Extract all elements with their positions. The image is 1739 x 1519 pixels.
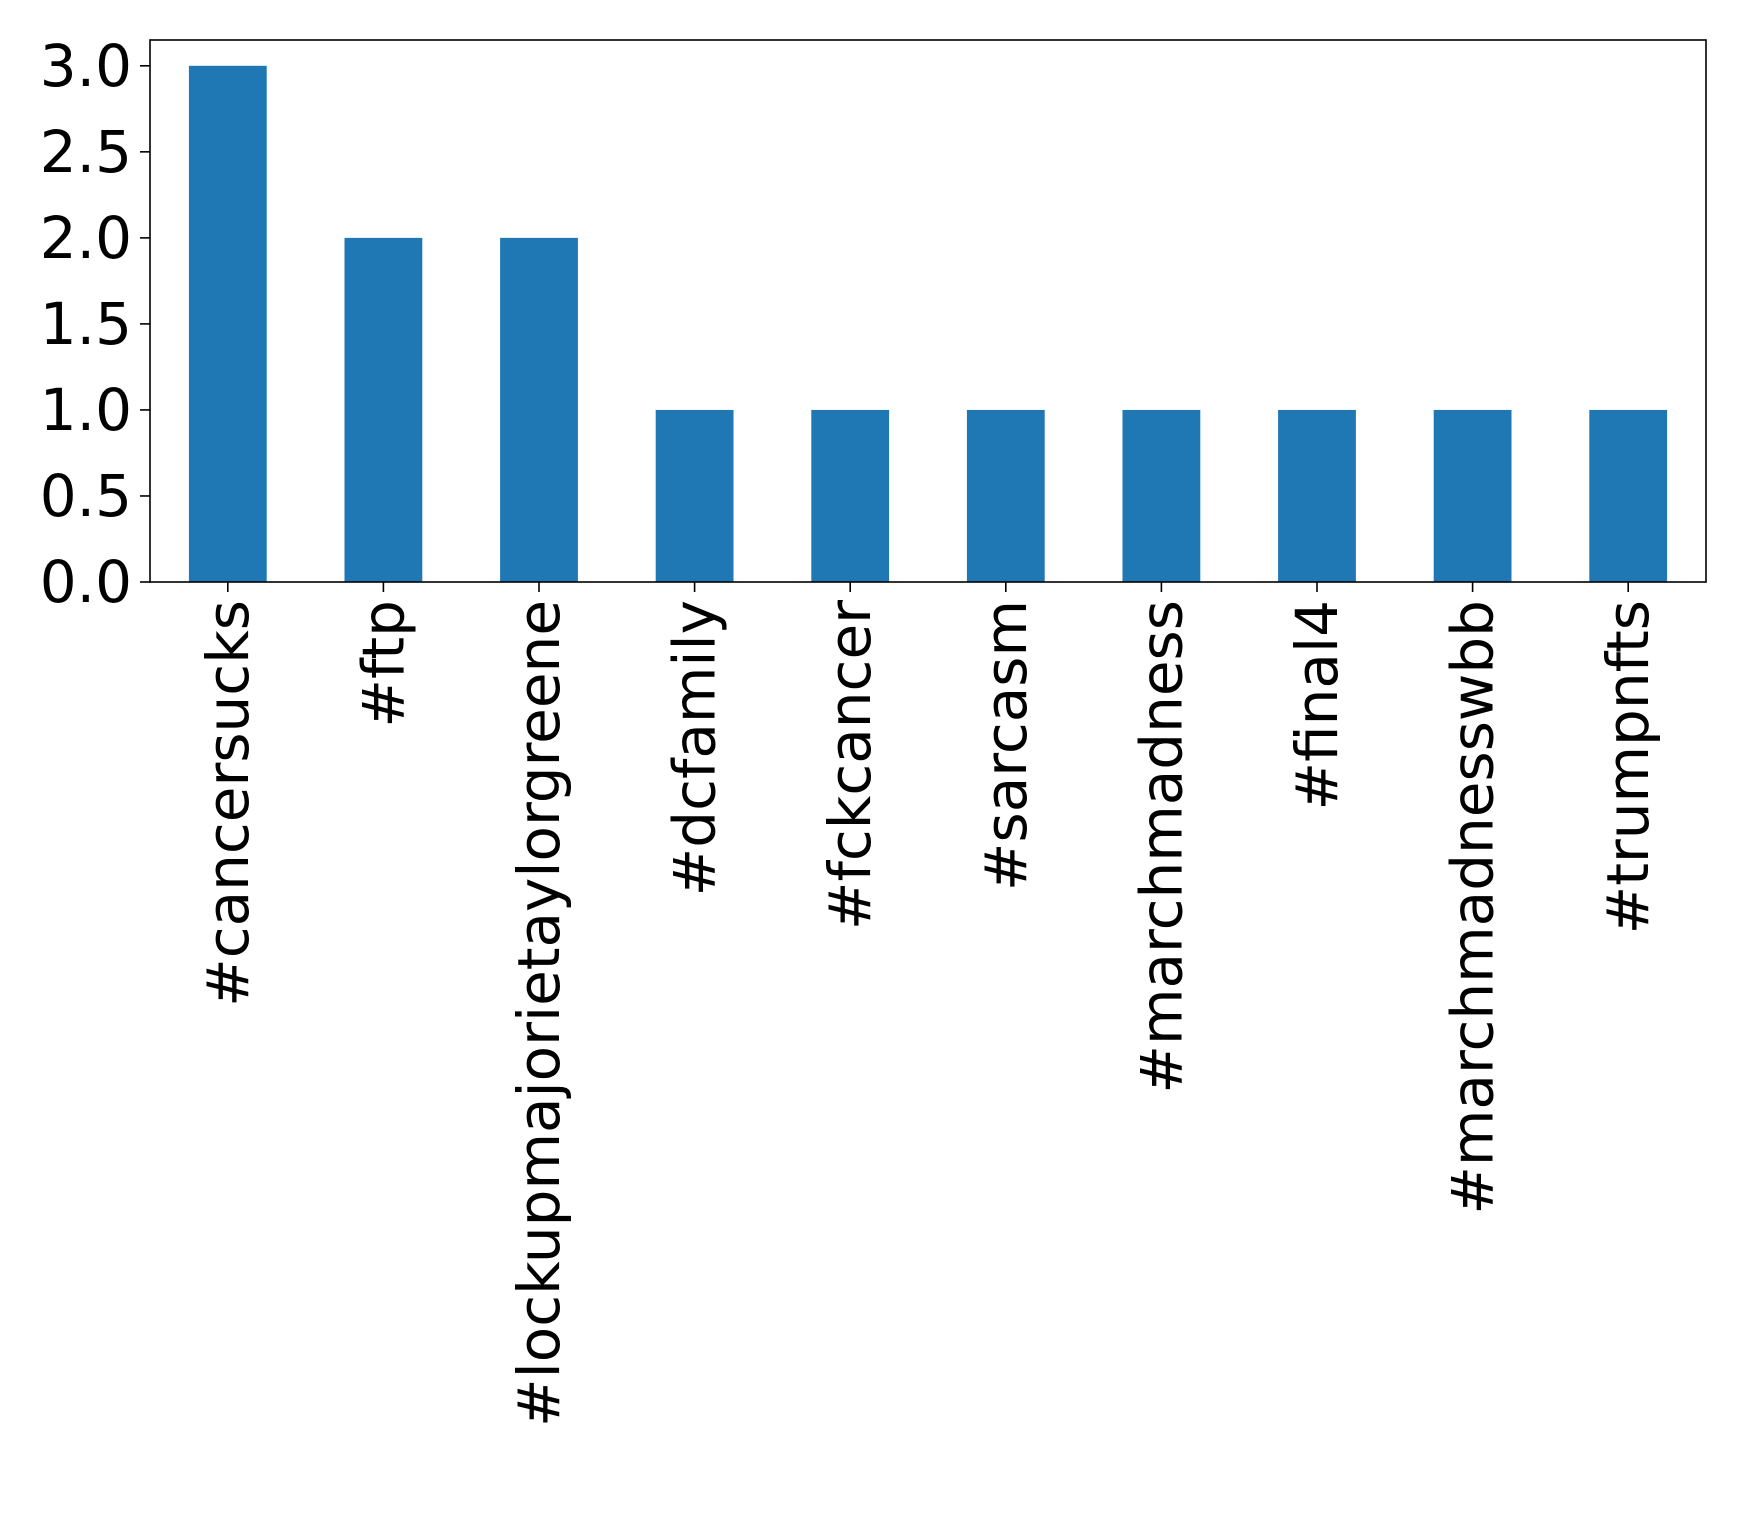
bar-3 xyxy=(655,409,734,582)
bar-8 xyxy=(1433,409,1512,582)
bar-1 xyxy=(344,237,423,582)
y-tick-label-6: 3.0 xyxy=(40,32,132,100)
x-tick-label-4: #fckcancer xyxy=(816,600,884,930)
x-tick-label-8: #marchmadnesswbb xyxy=(1439,600,1507,1215)
bar-4 xyxy=(811,409,890,582)
bar-5 xyxy=(966,409,1045,582)
y-tick-label-4: 2.0 xyxy=(40,204,132,272)
y-tick-label-0: 0.0 xyxy=(40,548,132,616)
y-tick-label-1: 0.5 xyxy=(40,462,132,530)
bars-group xyxy=(188,65,1668,583)
x-tick-label-3: #dcfamily xyxy=(661,600,729,896)
bar-0 xyxy=(188,65,267,583)
x-axis: #cancersucks #ftp #lockupmajorietaylorgree… xyxy=(194,582,1662,1427)
y-axis: 0.0 0.5 1.0 1.5 2.0 2.5 3.0 xyxy=(40,32,150,616)
y-tick-label-5: 2.5 xyxy=(40,118,132,186)
bar-7 xyxy=(1278,409,1356,582)
x-tick-label-9: #trumpnfts xyxy=(1594,600,1662,934)
bar-2 xyxy=(500,237,578,582)
bar-9 xyxy=(1589,409,1668,582)
plot-frame xyxy=(149,39,1707,583)
x-tick-label-2: #lockupmajorietaylorgreene xyxy=(505,600,573,1427)
x-tick-label-5: #sarcasm xyxy=(972,600,1040,891)
y-tick-label-3: 1.5 xyxy=(40,290,132,358)
x-tick-label-7: #final4 xyxy=(1283,600,1351,810)
x-tick-label-6: #marchmadness xyxy=(1127,600,1195,1094)
x-tick-label-0: #cancersucks xyxy=(194,600,262,1007)
y-tick-label-2: 1.0 xyxy=(40,376,132,444)
x-tick-label-1: #ftp xyxy=(349,600,417,728)
bar-6 xyxy=(1122,409,1201,582)
